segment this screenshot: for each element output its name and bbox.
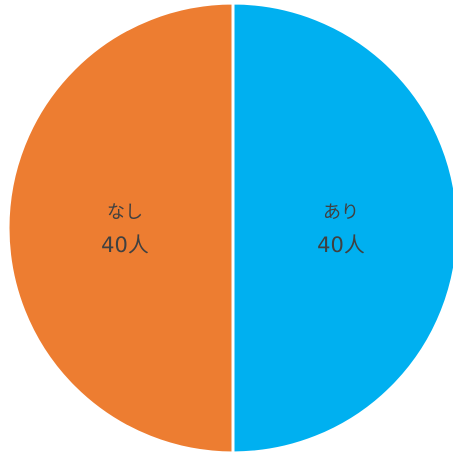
slice-category-label: なし (107, 202, 143, 223)
pie-slice (6, 1, 235, 454)
slice-value-label: 40人 (101, 233, 149, 257)
pie-slice (231, 1, 453, 454)
slice-value-label: 40人 (317, 233, 365, 257)
slice-category-label: あり (323, 202, 359, 223)
